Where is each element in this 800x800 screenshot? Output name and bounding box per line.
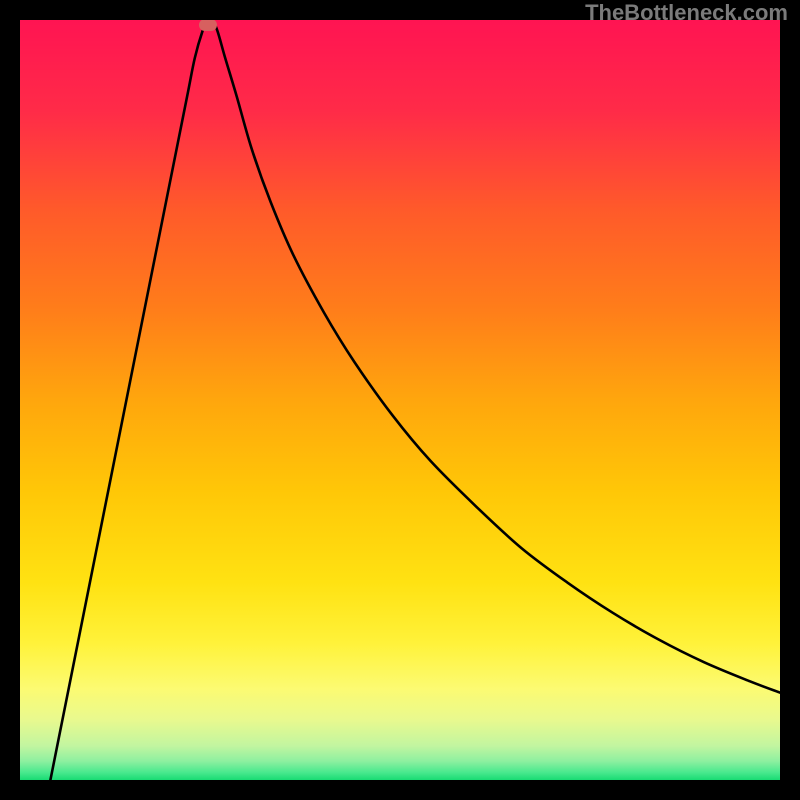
- optimal-point-marker: [199, 20, 217, 31]
- chart-container: TheBottleneck.com: [0, 0, 800, 800]
- bottleneck-curve: [20, 20, 780, 780]
- watermark-text: TheBottleneck.com: [585, 0, 788, 26]
- plot-area: [20, 20, 780, 780]
